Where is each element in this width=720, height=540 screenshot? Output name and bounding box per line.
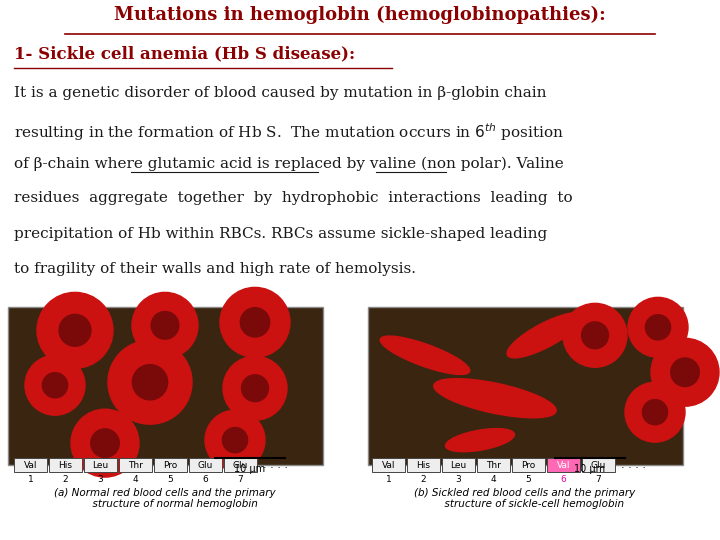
- Circle shape: [220, 287, 290, 357]
- Circle shape: [132, 364, 168, 400]
- Bar: [119, 458, 152, 472]
- Text: (a) Normal red blood cells and the primary: (a) Normal red blood cells and the prima…: [54, 488, 276, 498]
- Text: 1: 1: [27, 475, 33, 484]
- Ellipse shape: [446, 429, 515, 451]
- Text: Val: Val: [557, 461, 570, 470]
- Text: Glu: Glu: [198, 461, 213, 470]
- Text: 10 μm: 10 μm: [235, 464, 266, 474]
- Text: 3: 3: [456, 475, 462, 484]
- Text: 3: 3: [98, 475, 104, 484]
- Bar: [224, 458, 257, 472]
- Bar: [547, 458, 580, 472]
- Circle shape: [625, 382, 685, 442]
- Text: precipitation of Hb within RBCs. RBCs assume sickle-shaped leading: precipitation of Hb within RBCs. RBCs as…: [14, 227, 547, 241]
- Text: His: His: [416, 461, 431, 470]
- Ellipse shape: [433, 379, 557, 418]
- Circle shape: [645, 315, 670, 340]
- Text: Leu: Leu: [92, 461, 109, 470]
- Bar: [49, 458, 82, 472]
- Circle shape: [71, 409, 139, 477]
- Ellipse shape: [507, 313, 583, 358]
- Text: 1- Sickle cell anemia (Hb S disease):: 1- Sickle cell anemia (Hb S disease):: [14, 45, 356, 63]
- Text: It is a genetic disorder of blood caused by mutation in β-globin chain: It is a genetic disorder of blood caused…: [14, 86, 546, 100]
- Ellipse shape: [380, 336, 469, 375]
- Text: Leu: Leu: [451, 461, 467, 470]
- Circle shape: [222, 428, 248, 453]
- Bar: [582, 458, 615, 472]
- Circle shape: [242, 375, 269, 402]
- Circle shape: [205, 410, 265, 470]
- Text: Thr: Thr: [486, 461, 501, 470]
- Text: 6: 6: [202, 475, 208, 484]
- Text: 4: 4: [491, 475, 496, 484]
- Text: residues  aggregate  together  by  hydrophobic  interactions  leading  to: residues aggregate together by hydrophob…: [14, 192, 573, 205]
- Text: 7: 7: [595, 475, 601, 484]
- Text: 7: 7: [238, 475, 243, 484]
- Text: 6: 6: [561, 475, 567, 484]
- Text: 4: 4: [132, 475, 138, 484]
- Circle shape: [651, 338, 719, 406]
- Circle shape: [582, 322, 608, 349]
- Bar: [442, 458, 475, 472]
- Circle shape: [223, 356, 287, 420]
- Circle shape: [151, 312, 179, 339]
- Text: 2: 2: [420, 475, 426, 484]
- Text: 2: 2: [63, 475, 68, 484]
- Text: His: His: [58, 461, 73, 470]
- Circle shape: [132, 292, 198, 358]
- Text: to fragility of their walls and high rate of hemolysis.: to fragility of their walls and high rat…: [14, 262, 416, 276]
- Text: of β-chain where glutamic acid is replaced by valine (non polar). Valine: of β-chain where glutamic acid is replac…: [14, 156, 564, 171]
- Circle shape: [91, 429, 120, 457]
- Circle shape: [671, 358, 699, 387]
- Bar: [407, 458, 440, 472]
- Bar: [84, 458, 117, 472]
- Text: Val: Val: [24, 461, 37, 470]
- Text: resulting in the formation of Hb S.  The mutation occurs in $6^{th}$ position: resulting in the formation of Hb S. The …: [14, 121, 564, 143]
- Circle shape: [563, 303, 627, 367]
- Bar: [512, 458, 545, 472]
- Circle shape: [42, 373, 68, 398]
- Bar: [372, 458, 405, 472]
- Text: structure of sickle-cell hemoglobin: structure of sickle-cell hemoglobin: [426, 499, 624, 509]
- Bar: [477, 458, 510, 472]
- Circle shape: [642, 400, 667, 425]
- Text: Thr: Thr: [128, 461, 143, 470]
- Text: 1: 1: [386, 475, 392, 484]
- Bar: [8, 307, 323, 465]
- Bar: [189, 458, 222, 472]
- Text: Glu: Glu: [233, 461, 248, 470]
- Circle shape: [37, 292, 113, 368]
- Circle shape: [59, 314, 91, 346]
- Text: Pro: Pro: [521, 461, 536, 470]
- Text: Mutations in hemoglobin (hemoglobinopathies):: Mutations in hemoglobin (hemoglobinopath…: [114, 6, 606, 24]
- Text: 5: 5: [526, 475, 531, 484]
- Bar: [368, 307, 683, 465]
- Text: . . . .: . . . .: [263, 460, 288, 470]
- Circle shape: [108, 340, 192, 424]
- Text: structure of normal hemoglobin: structure of normal hemoglobin: [73, 499, 258, 509]
- Text: (b) Sickled red blood cells and the primary: (b) Sickled red blood cells and the prim…: [415, 488, 636, 498]
- Bar: [154, 458, 187, 472]
- Text: Val: Val: [382, 461, 395, 470]
- Circle shape: [240, 308, 270, 337]
- Bar: [14, 458, 47, 472]
- Text: Pro: Pro: [163, 461, 178, 470]
- Text: Glu: Glu: [591, 461, 606, 470]
- Text: 5: 5: [168, 475, 174, 484]
- Text: 10 μm: 10 μm: [575, 464, 606, 474]
- Circle shape: [25, 355, 85, 415]
- Text: . . . .: . . . .: [621, 460, 646, 470]
- Circle shape: [628, 298, 688, 357]
